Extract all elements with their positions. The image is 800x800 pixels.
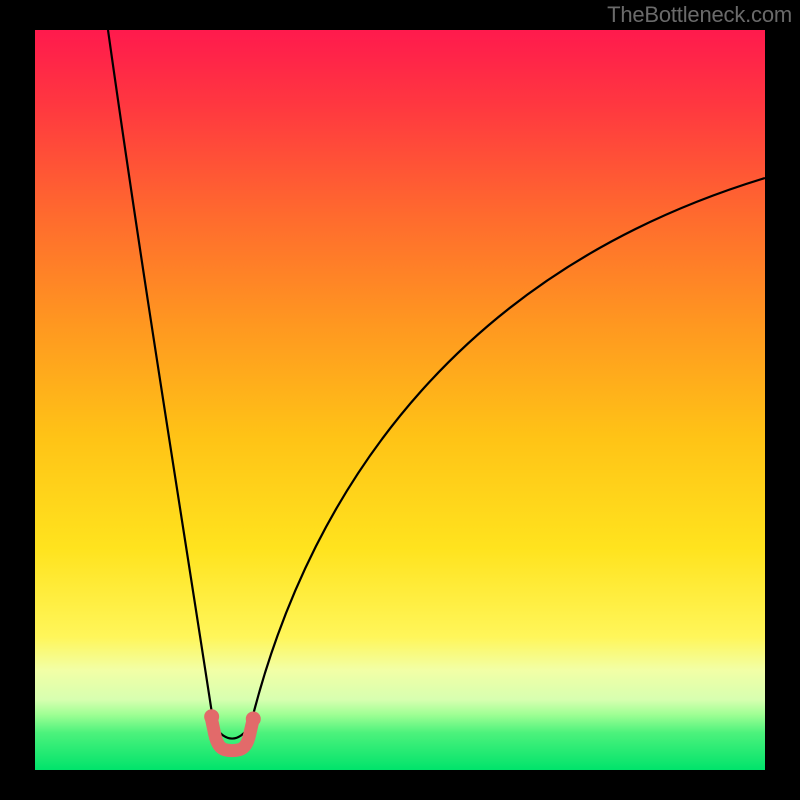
minimum-marker-dot-right: [246, 711, 261, 726]
bottleneck-chart: [0, 0, 800, 800]
chart-stage: TheBottleneck.com: [0, 0, 800, 800]
watermark-text: TheBottleneck.com: [607, 2, 792, 28]
minimum-marker-dot-left: [204, 709, 219, 724]
plot-background: [35, 30, 765, 770]
